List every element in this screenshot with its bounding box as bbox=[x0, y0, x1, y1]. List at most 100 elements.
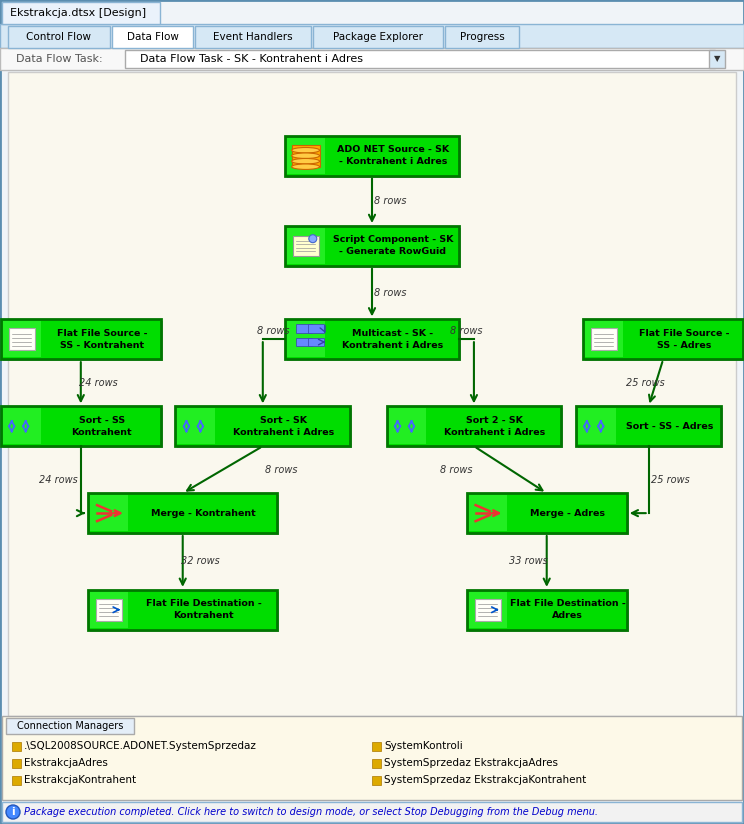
Text: 25 rows: 25 rows bbox=[626, 377, 664, 388]
Text: Control Flow: Control Flow bbox=[27, 32, 92, 42]
Text: Kontrahent: Kontrahent bbox=[173, 611, 234, 620]
Text: Sort - SK: Sort - SK bbox=[260, 416, 307, 424]
Bar bbox=[2, 2, 160, 24]
Text: Kontrahent i Adres: Kontrahent i Adres bbox=[342, 341, 443, 349]
Bar bbox=[6, 718, 134, 734]
Text: Connection Managers: Connection Managers bbox=[17, 721, 124, 731]
Bar bbox=[286, 321, 461, 361]
Text: Sort 2 - SK: Sort 2 - SK bbox=[466, 416, 523, 424]
Text: EkstrakcjaAdres: EkstrakcjaAdres bbox=[24, 758, 108, 768]
Ellipse shape bbox=[292, 147, 320, 153]
Bar bbox=[176, 406, 350, 446]
Bar bbox=[469, 495, 507, 531]
Text: 24 rows: 24 rows bbox=[80, 377, 118, 388]
Bar bbox=[388, 408, 563, 448]
Bar bbox=[388, 408, 426, 444]
Bar bbox=[285, 319, 459, 359]
Ellipse shape bbox=[292, 158, 320, 164]
Bar bbox=[0, 24, 744, 48]
Text: Progress: Progress bbox=[460, 32, 504, 42]
Text: Data Flow Task:: Data Flow Task: bbox=[16, 54, 103, 64]
Circle shape bbox=[309, 235, 317, 243]
Text: i: i bbox=[11, 807, 15, 817]
Text: Package execution completed. Click here to switch to design mode, or select Stop: Package execution completed. Click here … bbox=[24, 807, 598, 817]
Bar bbox=[285, 226, 459, 266]
Bar bbox=[112, 26, 193, 48]
Text: Flat File Destination -: Flat File Destination - bbox=[510, 599, 626, 608]
Bar bbox=[90, 592, 279, 632]
Text: Adres: Adres bbox=[552, 611, 583, 620]
Bar bbox=[0, 48, 744, 70]
Bar bbox=[286, 321, 324, 358]
Text: 32 rows: 32 rows bbox=[182, 556, 220, 566]
Text: - Kontrahent i Adres: - Kontrahent i Adres bbox=[339, 157, 447, 166]
Bar bbox=[585, 321, 744, 361]
Bar bbox=[295, 338, 312, 346]
Text: Event Handlers: Event Handlers bbox=[214, 32, 293, 42]
Text: Ekstrakcja.dtsx [Design]: Ekstrakcja.dtsx [Design] bbox=[10, 8, 146, 18]
Bar bbox=[307, 338, 324, 346]
Bar bbox=[372, 742, 381, 751]
Bar bbox=[285, 136, 459, 176]
Text: Multicast - SK -: Multicast - SK - bbox=[353, 329, 434, 338]
Text: SystemSprzedaz EkstrakcjaAdres: SystemSprzedaz EkstrakcjaAdres bbox=[384, 758, 558, 768]
FancyBboxPatch shape bbox=[475, 599, 501, 620]
Bar bbox=[125, 50, 715, 68]
Bar bbox=[88, 590, 278, 630]
Bar bbox=[177, 408, 352, 448]
Bar bbox=[12, 742, 21, 751]
FancyBboxPatch shape bbox=[591, 328, 617, 350]
Bar bbox=[195, 26, 311, 48]
Bar bbox=[578, 408, 723, 448]
Bar bbox=[3, 408, 163, 448]
Bar bbox=[445, 26, 519, 48]
Text: 8 rows: 8 rows bbox=[257, 326, 290, 336]
Text: 8 rows: 8 rows bbox=[373, 196, 406, 206]
Bar bbox=[585, 321, 623, 358]
Bar bbox=[88, 494, 278, 533]
Bar bbox=[3, 321, 41, 358]
Bar bbox=[2, 802, 742, 822]
Text: ADO NET Source - SK: ADO NET Source - SK bbox=[337, 145, 449, 154]
Bar bbox=[286, 228, 461, 268]
Text: 24 rows: 24 rows bbox=[39, 475, 78, 485]
Bar bbox=[3, 321, 163, 361]
FancyBboxPatch shape bbox=[292, 236, 318, 256]
Text: 8 rows: 8 rows bbox=[450, 326, 483, 336]
Bar bbox=[90, 592, 128, 628]
Ellipse shape bbox=[292, 153, 320, 158]
Bar bbox=[286, 228, 324, 264]
Text: 25 rows: 25 rows bbox=[651, 475, 690, 485]
Circle shape bbox=[6, 805, 20, 819]
Text: Data Flow: Data Flow bbox=[126, 32, 179, 42]
Text: Script Component - SK: Script Component - SK bbox=[333, 236, 453, 245]
Bar bbox=[469, 592, 629, 632]
Bar bbox=[12, 759, 21, 768]
Text: Sort - SS: Sort - SS bbox=[79, 416, 125, 424]
FancyBboxPatch shape bbox=[96, 599, 122, 620]
Text: Kontrahent i Adres: Kontrahent i Adres bbox=[233, 428, 334, 437]
Text: Data Flow Task - SK - Kontrahent i Adres: Data Flow Task - SK - Kontrahent i Adres bbox=[140, 54, 363, 64]
Text: SS - Kontrahent: SS - Kontrahent bbox=[60, 341, 144, 349]
Bar bbox=[2, 716, 742, 800]
Text: Merge - Kontrahent: Merge - Kontrahent bbox=[151, 508, 256, 517]
Bar bbox=[387, 406, 561, 446]
Text: Flat File Source -: Flat File Source - bbox=[57, 329, 147, 338]
Text: Merge - Adres: Merge - Adres bbox=[530, 508, 605, 517]
Bar bbox=[3, 408, 41, 444]
Text: SystemKontroli: SystemKontroli bbox=[384, 741, 463, 751]
Bar bbox=[313, 26, 443, 48]
Bar bbox=[709, 50, 725, 68]
Bar bbox=[286, 138, 324, 174]
Bar bbox=[372, 759, 381, 768]
Text: 8 rows: 8 rows bbox=[440, 465, 472, 475]
Text: ▼: ▼ bbox=[713, 54, 720, 63]
Text: Kontrahent i Adres: Kontrahent i Adres bbox=[444, 428, 545, 437]
Text: Kontrahent: Kontrahent bbox=[71, 428, 132, 437]
Ellipse shape bbox=[292, 164, 320, 170]
FancyBboxPatch shape bbox=[9, 328, 35, 350]
Text: Package Explorer: Package Explorer bbox=[333, 32, 423, 42]
Bar bbox=[1, 319, 161, 359]
Text: SS - Adres: SS - Adres bbox=[657, 341, 711, 349]
Text: Sort - SS - Adres: Sort - SS - Adres bbox=[626, 422, 713, 431]
